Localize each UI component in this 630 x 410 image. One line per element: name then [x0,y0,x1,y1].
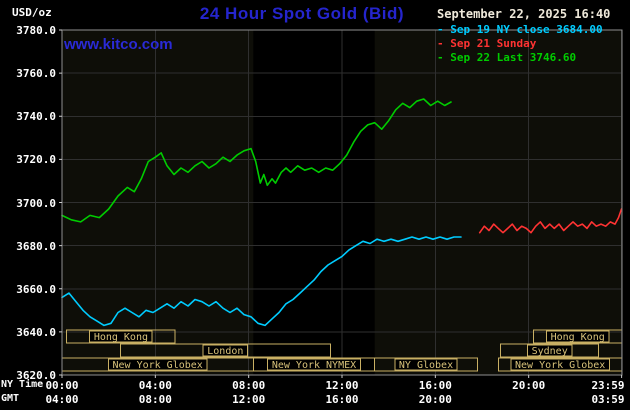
session-label-box [545,330,610,343]
x-axis-gmt-tick-label: 20:00 [418,393,452,406]
x-axis-ny-tick-label: 04:00 [138,379,172,392]
session-label-box [107,358,208,371]
series-sep21-sunday [478,208,623,234]
session-box [374,357,478,372]
y-axis-tick-label: 3740.0 [16,110,56,124]
session-label: New York Globex [113,360,203,371]
session-label: London [207,346,243,357]
y-axis-tick-label: 3640.0 [16,325,56,339]
x-axis-ny-tick-label: 00:00 [45,379,79,392]
legend-item-sep21: - Sep 21 Sunday [437,37,537,50]
session-label-box [510,358,611,371]
legend-item-sep19: - Sep 19 NY close 3684.00 [437,23,603,36]
x-axis-gmt-tick-label: 03:59 [591,393,625,406]
session-label: New York NYMEX [272,360,356,371]
datetime-label: September 22, 2025 16:40 [437,7,611,21]
session-label-box [202,344,248,357]
legend-item-sep22: - Sep 22 Last 3746.60 [437,51,577,64]
session-label-box [394,358,458,371]
x-axis-ny-tick-label: 23:59 [591,379,625,392]
gmt-axis-label: GMT [1,393,20,404]
x-axis-ny-tick-label: 12:00 [325,379,359,392]
kitco-watermark-link: www.kitco.com [64,36,173,53]
x-axis-gmt-tick-label: 16:00 [325,393,359,406]
session-label-box [527,344,573,357]
session-label: Sydney [532,346,568,357]
session-label: New York Globex [515,360,605,371]
session-label: Hong Kong [94,332,148,343]
y-axis-tick-label: 3760.0 [16,67,56,81]
session-box [119,343,331,358]
x-axis-ny-tick-label: 08:00 [232,379,266,392]
series-sep22-last [61,98,452,223]
units-label: USD/oz [12,6,52,19]
page-title: 24 Hour Spot Gold (Bid) [199,4,405,23]
y-axis-tick-label: 3680.0 [16,239,56,253]
ny-time-axis-label: NY Time [1,379,44,390]
session-label: Hong Kong [551,332,605,343]
y-axis-tick-label: 3620.0 [16,369,56,382]
series-sep19-ny-close [61,236,462,327]
x-axis-ny-tick-label: 20:00 [512,379,546,392]
x-axis-gmt-tick-label: 04:00 [45,393,79,406]
y-axis-tick-label: 3720.0 [16,153,56,167]
x-axis-gmt-tick-label: 12:00 [232,393,266,406]
y-axis-tick-label: 3660.0 [16,282,56,296]
session-label-box [89,330,153,343]
x-axis-gmt-tick-label: 08:00 [138,393,172,406]
legend: - Sep 19 NY close 3684.00- Sep 21 Sunday… [437,23,603,65]
y-axis-tick-label: 3700.0 [16,196,56,210]
session-box [66,329,176,344]
session-label: NY Globex [399,360,453,371]
y-axis-tick-label: 3780.0 [16,24,56,37]
x-axis-ny-tick-label: 16:00 [418,379,452,392]
session-label-box [267,358,361,371]
session-box [500,343,600,358]
